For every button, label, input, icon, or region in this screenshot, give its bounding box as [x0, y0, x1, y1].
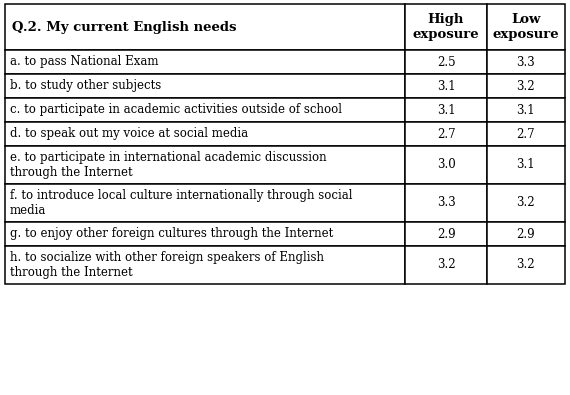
Bar — [487, 184, 565, 222]
Bar — [5, 146, 405, 184]
Text: 2.7: 2.7 — [516, 128, 535, 141]
Bar — [487, 146, 565, 184]
Bar — [405, 4, 487, 50]
Text: Q.2. My current English needs: Q.2. My current English needs — [12, 21, 237, 34]
Text: 2.9: 2.9 — [437, 228, 455, 241]
Text: c. to participate in academic activities outside of school: c. to participate in academic activities… — [10, 103, 342, 117]
Bar — [5, 184, 405, 222]
Text: 3.3: 3.3 — [516, 56, 535, 68]
Text: b. to study other subjects: b. to study other subjects — [10, 79, 161, 92]
Text: d. to speak out my voice at social media: d. to speak out my voice at social media — [10, 128, 248, 141]
Bar — [405, 74, 487, 98]
Bar — [487, 50, 565, 74]
Bar — [487, 246, 565, 284]
Bar — [405, 184, 487, 222]
Bar — [5, 122, 405, 146]
Text: High
exposure: High exposure — [413, 13, 479, 41]
Bar — [405, 222, 487, 246]
Text: g. to enjoy other foreign cultures through the Internet: g. to enjoy other foreign cultures throu… — [10, 228, 333, 241]
Bar — [405, 146, 487, 184]
Text: 3.0: 3.0 — [437, 158, 455, 171]
Bar — [5, 74, 405, 98]
Text: 2.5: 2.5 — [437, 56, 455, 68]
Text: e. to participate in international academic discussion
through the Internet: e. to participate in international acade… — [10, 151, 327, 179]
Text: 3.1: 3.1 — [516, 158, 535, 171]
Text: Low
exposure: Low exposure — [492, 13, 559, 41]
Text: 3.1: 3.1 — [437, 79, 455, 92]
Bar — [405, 50, 487, 74]
Bar — [5, 222, 405, 246]
Text: 3.3: 3.3 — [437, 196, 455, 209]
Bar — [487, 4, 565, 50]
Bar — [405, 98, 487, 122]
Text: a. to pass National Exam: a. to pass National Exam — [10, 56, 158, 68]
Bar — [487, 74, 565, 98]
Bar — [5, 4, 405, 50]
Text: 3.2: 3.2 — [516, 196, 535, 209]
Text: 2.7: 2.7 — [437, 128, 455, 141]
Bar — [405, 122, 487, 146]
Text: h. to socialize with other foreign speakers of English
through the Internet: h. to socialize with other foreign speak… — [10, 251, 324, 279]
Bar — [5, 246, 405, 284]
Bar — [487, 222, 565, 246]
Bar — [405, 246, 487, 284]
Bar — [487, 122, 565, 146]
Text: 3.2: 3.2 — [437, 258, 455, 271]
Text: 2.9: 2.9 — [516, 228, 535, 241]
Bar — [5, 50, 405, 74]
Bar — [487, 98, 565, 122]
Text: 3.2: 3.2 — [516, 79, 535, 92]
Text: f. to introduce local culture internationally through social
media: f. to introduce local culture internatio… — [10, 189, 352, 217]
Bar — [5, 98, 405, 122]
Text: 3.1: 3.1 — [516, 103, 535, 117]
Text: 3.2: 3.2 — [516, 258, 535, 271]
Text: 3.1: 3.1 — [437, 103, 455, 117]
